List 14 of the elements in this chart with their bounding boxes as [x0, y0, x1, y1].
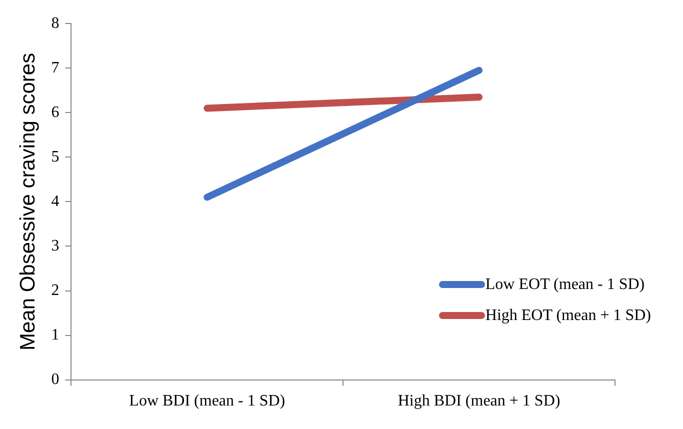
x-tick-label: High BDI (mean + 1 SD) [398, 392, 560, 410]
y-tick-label: 3 [51, 237, 60, 254]
y-tick-label: 4 [51, 192, 60, 210]
y-tick-label: 1 [51, 326, 60, 344]
x-tick-label: Low BDI (mean - 1 SD) [129, 392, 286, 410]
legend-label: Low EOT (mean - 1 SD) [485, 276, 645, 294]
y-tick-label: 6 [51, 104, 60, 121]
y-tick-label: 0 [51, 371, 60, 388]
y-tick-label: 5 [51, 148, 60, 166]
y-tick-label: 8 [51, 14, 60, 32]
y-tick-label: 7 [51, 59, 60, 76]
y-tick-label: 2 [51, 282, 60, 299]
y-axis-title: Mean Obsessive craving scores [16, 52, 40, 351]
legend-label: High EOT (mean + 1 SD) [485, 306, 651, 324]
